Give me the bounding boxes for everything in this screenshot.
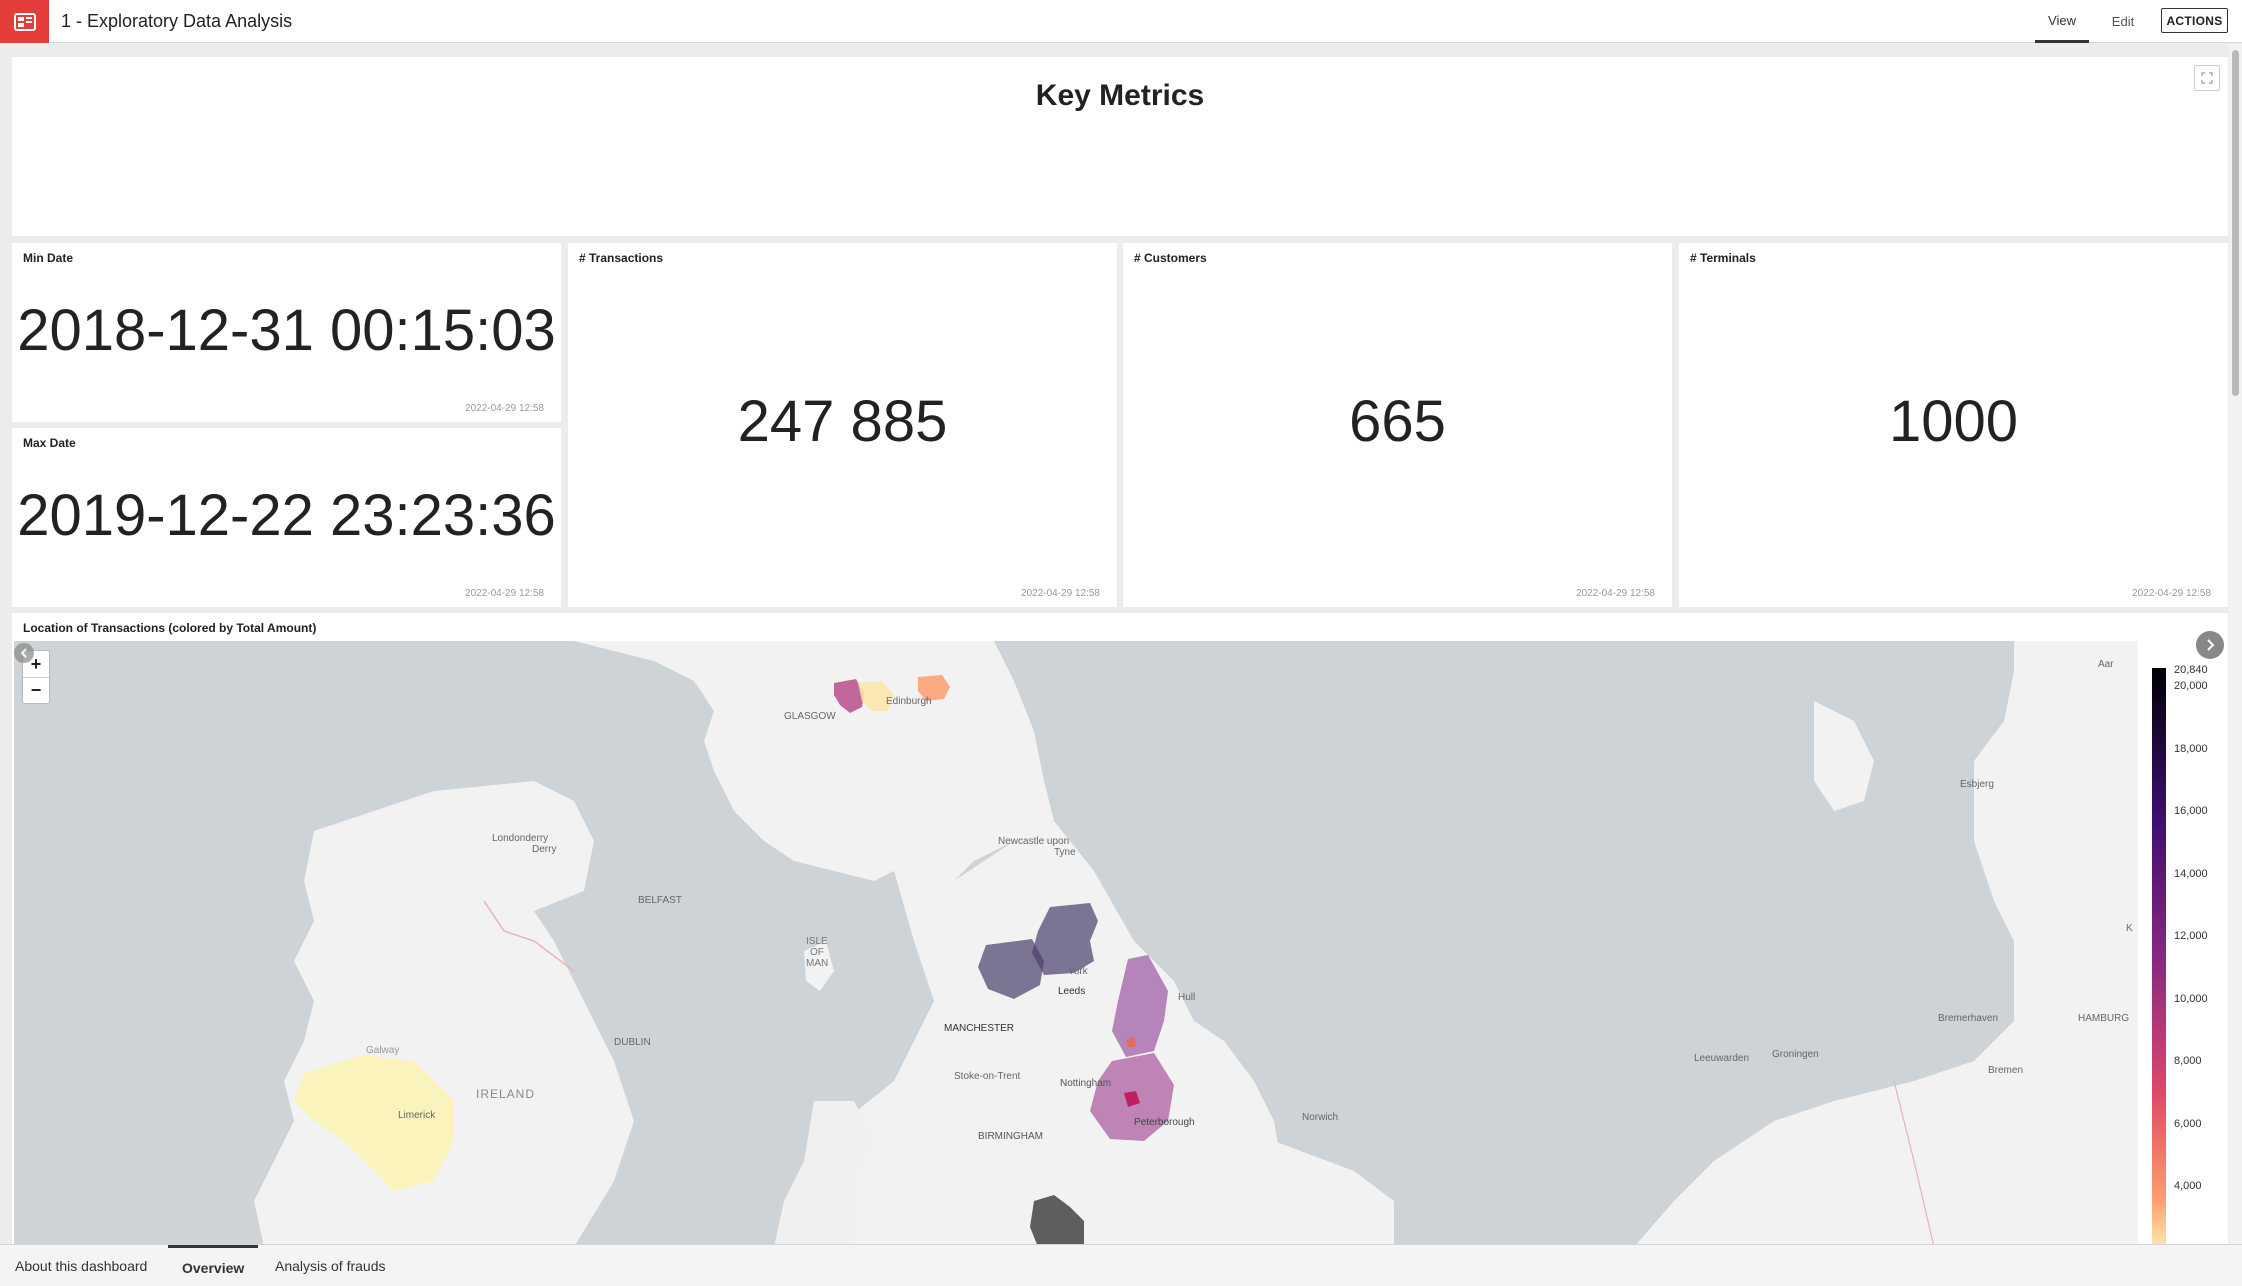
legend-tick-label: 20,000 bbox=[2174, 680, 2208, 692]
region-birmingham bbox=[1030, 1195, 1084, 1244]
region-nottingham-hot bbox=[1126, 1037, 1136, 1047]
chevron-left-icon bbox=[20, 648, 27, 658]
legend-tick-label: 8,000 bbox=[2174, 1055, 2202, 1067]
bottom-tab-bar: About this dashboard Overview Analysis o… bbox=[0, 1244, 2242, 1286]
map-label-glasgow: GLASGOW bbox=[784, 711, 836, 722]
key-metrics-title: Key Metrics bbox=[1035, 79, 1205, 112]
map-label-ireland: IRELAND bbox=[476, 1087, 536, 1101]
legend-tick-label: 4,000 bbox=[2174, 1180, 2202, 1192]
edit-tab[interactable]: Edit bbox=[2111, 14, 2135, 29]
terminals-updated: 2022-04-29 12:58 bbox=[2132, 588, 2211, 599]
min-date-value: 2018-12-31 00:15:03 bbox=[17, 298, 556, 363]
view-tab[interactable]: View bbox=[2035, 0, 2089, 43]
transactions-tile: # Transactions 247 885 2022-04-29 12:58 bbox=[568, 243, 1117, 607]
map-label-aar: Aar bbox=[2098, 659, 2114, 670]
color-legend: 20,840 20,000 18,000 16,000 14,000 12,000 10,… bbox=[2152, 660, 2232, 1260]
legend-tick-label: 14,000 bbox=[2174, 867, 2208, 880]
map-label-edinburgh: Edinburgh bbox=[886, 696, 932, 707]
map-title: Location of Transactions (colored by Tot… bbox=[23, 621, 317, 635]
prev-button[interactable] bbox=[14, 643, 34, 663]
region-manchester bbox=[978, 939, 1044, 999]
zoom-in-button[interactable]: + bbox=[30, 653, 42, 674]
region-peterborough-hot bbox=[1124, 1091, 1140, 1107]
map-label-tyne: Tyne bbox=[1054, 847, 1076, 858]
region-leeds bbox=[1032, 903, 1098, 975]
max-date-tile: Max Date 2019-12-22 23:23:36 2022-04-29 … bbox=[12, 428, 561, 607]
legend-tick-label: 18,000 bbox=[2174, 742, 2208, 755]
basemap bbox=[14, 641, 2138, 1244]
zoom-out-button[interactable]: − bbox=[23, 677, 49, 703]
map-label-dublin: DUBLIN bbox=[614, 1037, 651, 1048]
legend-tick-label: 12,000 bbox=[2174, 930, 2208, 942]
expand-button[interactable] bbox=[2194, 65, 2220, 91]
map-label-isle: ISLE bbox=[806, 936, 828, 947]
transactions-value: 247 885 bbox=[737, 389, 948, 454]
map-label-york: York bbox=[1068, 966, 1088, 977]
transactions-title: # Transactions bbox=[579, 251, 664, 265]
legend-colorbar bbox=[2152, 668, 2166, 1260]
map-label-stoke: Stoke-on-Trent bbox=[954, 1071, 1021, 1082]
region-edinburgh bbox=[918, 675, 950, 701]
chevron-right-icon bbox=[2207, 639, 2215, 651]
map-label-londonderry: Londonderry bbox=[492, 833, 549, 844]
customers-tile: # Customers 665 2022-04-29 12:58 bbox=[1123, 243, 1672, 607]
terminals-value: 1000 bbox=[1888, 389, 2019, 454]
map-label-nottingham: Nottingham bbox=[1060, 1078, 1112, 1089]
customers-title: # Customers bbox=[1134, 251, 1207, 265]
map-label-man: MAN bbox=[806, 958, 829, 969]
next-button[interactable] bbox=[2196, 631, 2224, 659]
map-label-bremerhaven: Bremerhaven bbox=[1938, 1013, 1999, 1024]
terminals-title: # Terminals bbox=[1690, 251, 1756, 265]
legend-tick-label: 16,000 bbox=[2174, 805, 2208, 817]
map-label-derry: Derry bbox=[532, 844, 557, 855]
max-date-value: 2019-12-22 23:23:36 bbox=[17, 483, 556, 548]
actions-button[interactable]: ACTIONS bbox=[2161, 8, 2228, 33]
map-label-groningen: Groningen bbox=[1772, 1049, 1819, 1060]
page-scrollbar-thumb[interactable] bbox=[2232, 50, 2239, 396]
tab-frauds[interactable]: Analysis of frauds bbox=[275, 1258, 386, 1274]
min-date-updated: 2022-04-29 12:58 bbox=[465, 403, 544, 414]
map-label-norwich: Norwich bbox=[1302, 1112, 1339, 1123]
map-label-birmingham: BIRMINGHAM bbox=[978, 1131, 1043, 1142]
expand-icon bbox=[2201, 72, 2213, 84]
min-date-tile: Min Date 2018-12-31 00:15:03 2022-04-29 … bbox=[12, 243, 561, 422]
map-label-belfast: BELFAST bbox=[638, 895, 682, 906]
region-galway bbox=[294, 1055, 454, 1191]
transactions-updated: 2022-04-29 12:58 bbox=[1021, 588, 1100, 599]
legend-tick-label: 10,000 bbox=[2174, 992, 2208, 1005]
customers-value: 665 bbox=[1349, 389, 1446, 454]
min-date-title: Min Date bbox=[23, 251, 74, 265]
map-label-esbjerg: Esbjerg bbox=[1960, 779, 1994, 790]
map-panel: Location of Transactions (colored by Tot… bbox=[12, 613, 2228, 1244]
map-label-leeds: Leeds bbox=[1058, 986, 1086, 997]
map-label-galway: Galway bbox=[366, 1045, 400, 1056]
tab-overview[interactable]: Overview bbox=[168, 1245, 259, 1286]
map-label-k: K bbox=[2126, 923, 2133, 934]
map-label-hull: Hull bbox=[1178, 992, 1196, 1003]
region-glasgow-east bbox=[858, 681, 894, 711]
map-canvas[interactable]: GLASGOW Edinburgh Londonderry Derry BELF… bbox=[14, 641, 2138, 1244]
tab-about[interactable]: About this dashboard bbox=[15, 1258, 148, 1274]
map-label-bremen: Bremen bbox=[1988, 1065, 2024, 1076]
top-bar: 1 - Exploratory Data Analysis View Edit … bbox=[0, 0, 2242, 43]
customers-updated: 2022-04-29 12:58 bbox=[1576, 588, 1655, 599]
legend-tick-label: 6,000 bbox=[2174, 1117, 2202, 1130]
map-label-limerick: Limerick bbox=[398, 1110, 436, 1121]
map-label-peterborough: Peterborough bbox=[1134, 1117, 1195, 1128]
dashboard-icon[interactable] bbox=[0, 0, 49, 43]
region-glasgow bbox=[834, 679, 864, 713]
max-date-updated: 2022-04-29 12:58 bbox=[465, 588, 544, 599]
map-label-hamburg: HAMBURG bbox=[2078, 1013, 2130, 1024]
map-label-newcastle: Newcastle upon bbox=[998, 836, 1070, 847]
zoom-control: + − bbox=[22, 650, 50, 704]
map-label-manchester: MANCHESTER bbox=[944, 1023, 1015, 1034]
terminals-tile: # Terminals 1000 2022-04-29 12:58 bbox=[1679, 243, 2228, 607]
legend-max-label: 20,840 bbox=[2174, 664, 2208, 676]
key-metrics-panel: Key Metrics bbox=[12, 57, 2228, 236]
map-label-of: OF bbox=[810, 947, 824, 958]
dashboard-title: 1 - Exploratory Data Analysis bbox=[61, 11, 293, 31]
max-date-title: Max Date bbox=[23, 436, 76, 450]
region-nottingham bbox=[1112, 955, 1168, 1057]
map-label-leeuwarden: Leeuwarden bbox=[1694, 1053, 1750, 1064]
